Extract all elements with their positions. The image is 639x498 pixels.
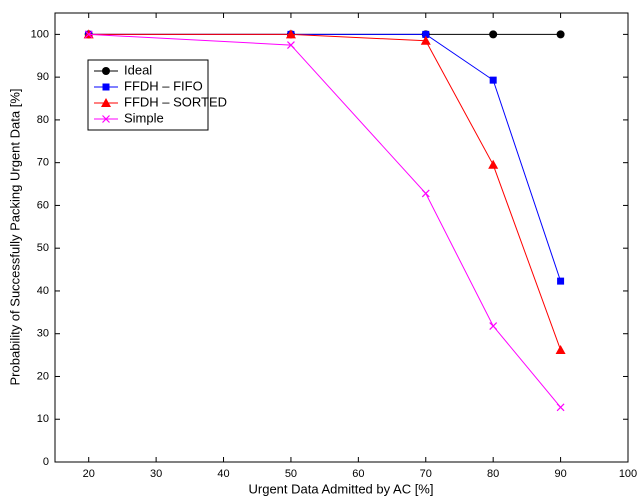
y-tick-label: 50 — [37, 242, 49, 254]
y-tick-label: 70 — [37, 157, 49, 169]
legend-marker — [102, 83, 110, 91]
legend-marker — [102, 67, 110, 75]
marker — [421, 189, 430, 198]
y-tick-label: 20 — [37, 370, 49, 382]
marker — [556, 403, 565, 412]
marker — [285, 29, 296, 39]
legend-label: Simple — [124, 110, 164, 125]
marker — [420, 35, 431, 45]
x-tick-label: 30 — [150, 468, 162, 480]
marker — [555, 344, 566, 354]
marker — [489, 322, 498, 330]
marker — [557, 277, 565, 285]
x-axis-label: Urgent Data Admitted by AC [%] — [249, 481, 434, 496]
y-tick-label: 0 — [43, 456, 49, 468]
legend-label: FFDH – SORTED — [124, 94, 227, 109]
y-tick-label: 100 — [31, 28, 49, 40]
x-tick-label: 70 — [420, 468, 432, 480]
y-tick-label: 90 — [37, 71, 49, 83]
y-tick-label: 80 — [37, 114, 49, 126]
marker — [422, 30, 430, 38]
marker — [556, 30, 565, 39]
x-tick-label: 80 — [487, 468, 499, 480]
y-axis-label: Probability of Successfully Packing Urge… — [7, 89, 22, 386]
marker — [489, 76, 497, 84]
x-tick-label: 100 — [619, 468, 637, 480]
x-tick-label: 90 — [554, 468, 566, 480]
marker — [488, 159, 499, 169]
x-tick-label: 50 — [285, 468, 297, 480]
x-tick-label: 40 — [217, 468, 229, 480]
x-tick-label: 20 — [83, 468, 95, 480]
marker — [84, 30, 93, 39]
y-tick-label: 10 — [37, 413, 49, 425]
y-tick-label: 60 — [37, 199, 49, 211]
legend-label: Ideal — [124, 62, 152, 77]
marker — [489, 30, 498, 39]
marker — [287, 41, 295, 49]
x-tick-label: 60 — [352, 468, 364, 480]
legend-marker — [102, 115, 110, 123]
y-tick-label: 40 — [37, 285, 49, 297]
y-tick-label: 30 — [37, 328, 49, 340]
legend-marker — [101, 98, 111, 107]
legend-label: FFDH – FIFO — [124, 78, 203, 93]
